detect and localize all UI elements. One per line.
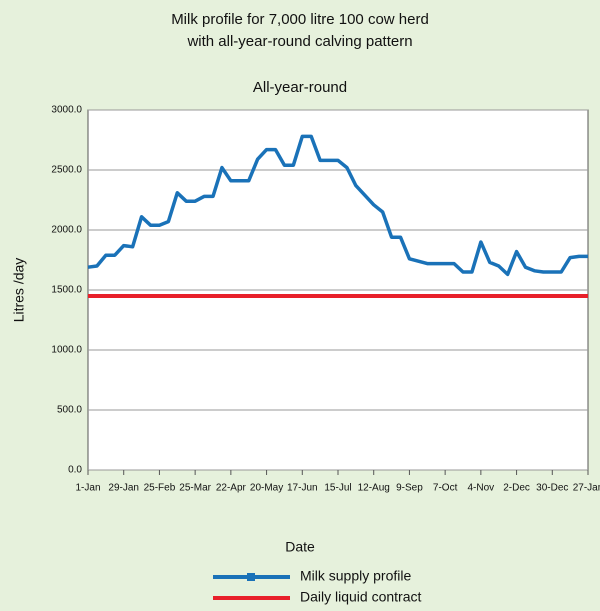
y-tick-label: 500.0 (57, 405, 82, 416)
x-tick-label: 1-Jan (75, 483, 100, 494)
x-tick-label: 25-Mar (179, 483, 211, 494)
legend-label: Milk supply profile (300, 568, 411, 584)
x-tick-label: 9-Sep (396, 483, 423, 494)
x-tick-label: 29-Jan (108, 483, 139, 494)
y-tick-label: 1000.0 (51, 345, 82, 356)
x-tick-label: 30-Dec (536, 483, 568, 494)
x-tick-label: 25-Feb (144, 483, 176, 494)
chart-subtitle: All-year-round (253, 79, 347, 96)
y-tick-label: 0.0 (68, 465, 82, 476)
x-tick-label: 20-May (250, 483, 283, 494)
x-tick-label: 22-Apr (216, 483, 247, 494)
x-tick-label: 7-Oct (433, 483, 458, 494)
series-line (87, 134, 588, 277)
chart-title: with all-year-round calving pattern (186, 33, 412, 50)
x-tick-label: 15-Jul (324, 483, 351, 494)
x-tick-label: 2-Dec (503, 483, 530, 494)
x-tick-label: 4-Nov (468, 483, 495, 494)
y-tick-label: 1500.0 (51, 285, 82, 296)
x-tick-label: 17-Jun (287, 483, 318, 494)
legend-label: Daily liquid contract (300, 589, 421, 605)
legend-marker (247, 573, 255, 581)
x-tick-label: 27-Jan (573, 483, 600, 494)
y-axis-label: Litres /day (11, 258, 27, 323)
x-tick-label: 12-Aug (358, 483, 390, 494)
y-tick-label: 2000.0 (51, 225, 82, 236)
chart-title: Milk profile for 7,000 litre 100 cow her… (171, 11, 429, 28)
y-tick-label: 3000.0 (51, 105, 82, 116)
y-tick-label: 2500.0 (51, 165, 82, 176)
x-axis-label: Date (285, 539, 315, 555)
